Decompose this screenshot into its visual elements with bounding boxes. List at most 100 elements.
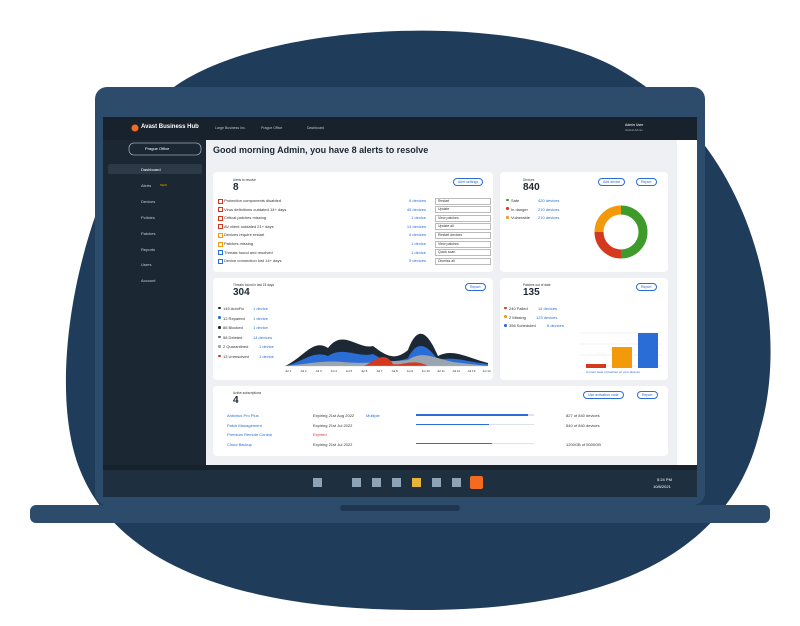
card-label: Devices <box>523 178 535 182</box>
alert-action[interactable]: View patches <box>435 240 491 248</box>
app-icon[interactable] <box>432 478 441 487</box>
alert-devices[interactable]: 6 devices <box>409 198 426 203</box>
menu-item[interactable]: Policies <box>141 214 155 220</box>
row-icon <box>218 250 223 256</box>
legend-dot <box>506 216 509 219</box>
subscription-name[interactable]: Cloud Backup <box>227 441 252 447</box>
alert-devices[interactable]: 1 device <box>411 241 426 246</box>
threat-devices[interactable]: 1 device <box>253 306 268 311</box>
x-tick-label: Jul 13 <box>467 369 476 373</box>
alert-action[interactable]: Update all <box>435 223 491 231</box>
subscription-name[interactable]: Patch Management <box>227 422 262 428</box>
alert-action[interactable]: View patches <box>435 214 491 222</box>
alert-action[interactable]: Restart <box>435 197 491 205</box>
x-tick-label: Jul 14 <box>482 369 491 373</box>
button[interactable]: Add device <box>598 178 626 186</box>
card-label: Threats found in last 15 days <box>233 283 274 287</box>
subscription-expiry: Expiring 21st Jul 2022 <box>313 441 353 447</box>
progress-bar <box>416 414 529 416</box>
card-label: Active subscriptions <box>233 391 262 395</box>
threat-type: 58 Deleted <box>223 334 243 340</box>
patch-devices[interactable]: 14 devices <box>538 306 558 311</box>
row-icon <box>218 198 223 204</box>
patch-devices[interactable]: 8 devices <box>547 323 564 329</box>
menu-item[interactable]: Users <box>141 262 152 268</box>
count: 135 <box>523 287 540 298</box>
subscription-usage: 827 of 840 devices <box>566 413 600 418</box>
alert-text: AV client outdated 21+ days <box>224 223 274 229</box>
app-icon[interactable] <box>412 478 421 487</box>
row-icon <box>218 241 223 247</box>
button[interactable]: Report <box>636 283 657 291</box>
patch-devices[interactable]: 123 devices <box>536 314 558 320</box>
breadcrumb: Prague Office <box>261 126 283 130</box>
button[interactable]: Alert settings <box>453 178 484 186</box>
menu-item[interactable]: Account <box>141 278 156 284</box>
scroll-area <box>677 140 697 465</box>
start-icon[interactable] <box>313 478 322 487</box>
app-icon[interactable] <box>470 476 483 489</box>
device-count[interactable]: 210 devices <box>538 215 560 221</box>
button[interactable]: Use activation code <box>583 391 624 399</box>
button[interactable]: Report <box>465 283 486 291</box>
x-tick-label: Jul 2 <box>300 369 307 373</box>
device-count[interactable]: 210 devices <box>538 206 560 212</box>
threat-type: 86 Blocked <box>223 325 243 331</box>
subscription-expiry: Expiring 21st Aug 2022 <box>313 413 355 418</box>
menu-item[interactable]: Devices <box>141 198 156 204</box>
site-select[interactable] <box>128 142 202 156</box>
button[interactable]: Report <box>636 178 657 186</box>
alert-action[interactable]: Quick scan <box>435 249 491 257</box>
subscription-name[interactable]: Antivirus Pro Plus <box>227 413 259 418</box>
alert-devices[interactable]: 1 device <box>411 215 426 221</box>
threat-devices[interactable]: 1 device <box>253 325 268 331</box>
subscriptions-card: Active subscriptions 4 Use activation code… <box>213 386 668 456</box>
x-tick-label: Jul 12 <box>452 369 461 373</box>
legend-dot <box>506 207 509 210</box>
subscription-name[interactable]: Premium Remote Control <box>227 432 273 437</box>
app-icon[interactable] <box>452 478 461 487</box>
device-count[interactable]: 420 devices <box>538 198 560 203</box>
app-icon[interactable] <box>352 478 361 487</box>
laptop-base <box>30 505 770 523</box>
device-status: Vulnerable <box>511 215 530 221</box>
chart-caption: Current state of patches on your devices <box>586 370 640 374</box>
alert-text: Virus definitions outdated 14+ days <box>224 206 287 212</box>
alert-action[interactable]: Restart devices <box>435 231 491 239</box>
alert-action[interactable]: Dismiss all <box>435 257 491 265</box>
legend-dot <box>218 354 221 358</box>
app-icon[interactable] <box>392 478 401 487</box>
x-tick-label: Jul 3 <box>315 369 322 373</box>
threat-devices[interactable]: 1 device <box>259 344 274 350</box>
alert-devices[interactable]: 45 devices <box>406 206 426 212</box>
menu-item[interactable]: Patches <box>141 230 156 236</box>
row-icon <box>218 207 223 213</box>
x-tick-label: Jul 4 <box>330 369 337 373</box>
menu-item[interactable]: Reports <box>141 246 156 252</box>
area-chart <box>285 333 488 367</box>
subscription-note[interactable]: Multiple <box>366 413 380 418</box>
alert-devices[interactable]: 5 devices <box>409 258 426 264</box>
threat-devices[interactable]: 1 device <box>253 315 268 321</box>
app-icon[interactable] <box>372 478 381 487</box>
button[interactable]: Report <box>637 391 658 399</box>
alert-devices[interactable]: 1 device <box>411 249 426 255</box>
menu-item[interactable]: Dashboard <box>141 167 161 172</box>
donut-chart <box>594 205 648 259</box>
count: 4 <box>233 395 239 406</box>
threat-type: 13 Unresolved <box>223 354 249 359</box>
site-name: Prague Office <box>145 146 170 151</box>
legend-dot <box>504 315 507 318</box>
alert-devices[interactable]: 6 devices <box>409 232 426 238</box>
alert-action[interactable]: Update <box>435 206 491 214</box>
x-tick-label: Jul 1 <box>285 369 292 373</box>
threat-devices[interactable]: 1 device <box>259 354 274 359</box>
x-tick-label: Jul 7 <box>376 369 383 373</box>
patches-card: Patches out of date 135 Report 240 Failed 14… <box>500 278 668 380</box>
menu-item[interactable]: Alerts <box>141 182 152 188</box>
threat-devices[interactable]: 14 devices <box>253 334 273 340</box>
count: 304 <box>233 287 250 298</box>
donut-segment <box>620 205 648 259</box>
alert-devices[interactable]: 14 devices <box>406 223 426 229</box>
